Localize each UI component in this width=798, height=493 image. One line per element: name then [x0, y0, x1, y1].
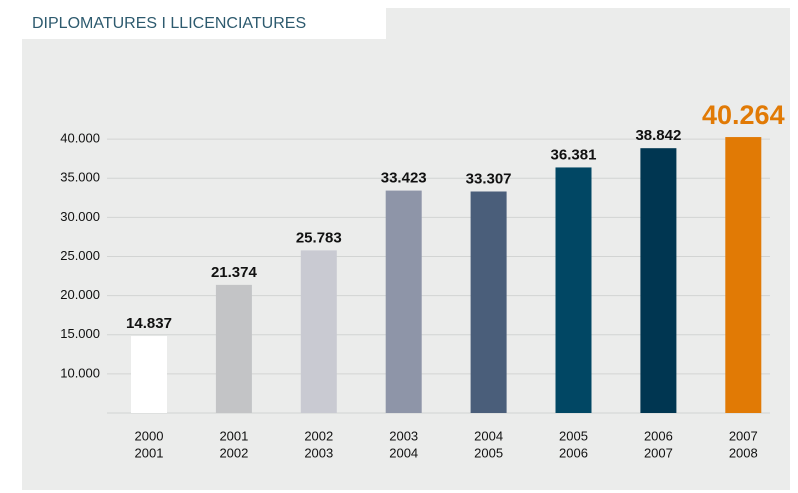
x-tick-label: 2006 [559, 445, 588, 460]
x-tick-label: 2002 [219, 445, 248, 460]
y-tick-label: 20.000 [60, 287, 100, 302]
bar [470, 191, 507, 413]
y-tick-label: 30.000 [60, 209, 100, 224]
value-label: 40.264 [702, 100, 785, 130]
bar [555, 167, 592, 413]
x-tick-label: 2001 [219, 428, 248, 443]
x-tick-label: 2007 [729, 428, 758, 443]
y-tick-label: 15.000 [60, 326, 100, 341]
y-tick-label: 35.000 [60, 170, 100, 185]
value-label: 33.423 [381, 170, 427, 187]
y-tick-label: 25.000 [60, 248, 100, 263]
x-tick-label: 2003 [304, 445, 333, 460]
value-label: 38.842 [635, 127, 681, 144]
title-tab [22, 8, 386, 39]
x-tick-label: 2003 [389, 428, 418, 443]
bar [300, 250, 337, 413]
value-label: 21.374 [211, 264, 258, 281]
y-tick-label: 10.000 [60, 365, 100, 380]
bar [215, 284, 252, 413]
x-tick-label: 2002 [304, 428, 333, 443]
x-tick-label: 2001 [135, 445, 164, 460]
x-tick-label: 2005 [559, 428, 588, 443]
chart-title: DIPLOMATURES I LLICENCIATURES [32, 15, 306, 32]
x-tick-label: 2005 [474, 445, 503, 460]
x-tick-label: 2004 [474, 428, 503, 443]
x-tick-label: 2006 [644, 428, 673, 443]
value-label: 36.381 [551, 146, 597, 163]
bar [640, 148, 677, 414]
x-tick-label: 2008 [729, 445, 758, 460]
bar [725, 137, 762, 413]
x-tick-label: 2007 [644, 445, 673, 460]
x-tick-label: 2000 [135, 428, 164, 443]
bar [131, 336, 167, 413]
value-label: 14.837 [126, 315, 172, 332]
value-label: 25.783 [296, 229, 342, 246]
bar [385, 190, 422, 413]
y-tick-label: 40.000 [60, 131, 100, 146]
x-tick-label: 2004 [389, 445, 418, 460]
value-label: 33.307 [466, 170, 512, 187]
